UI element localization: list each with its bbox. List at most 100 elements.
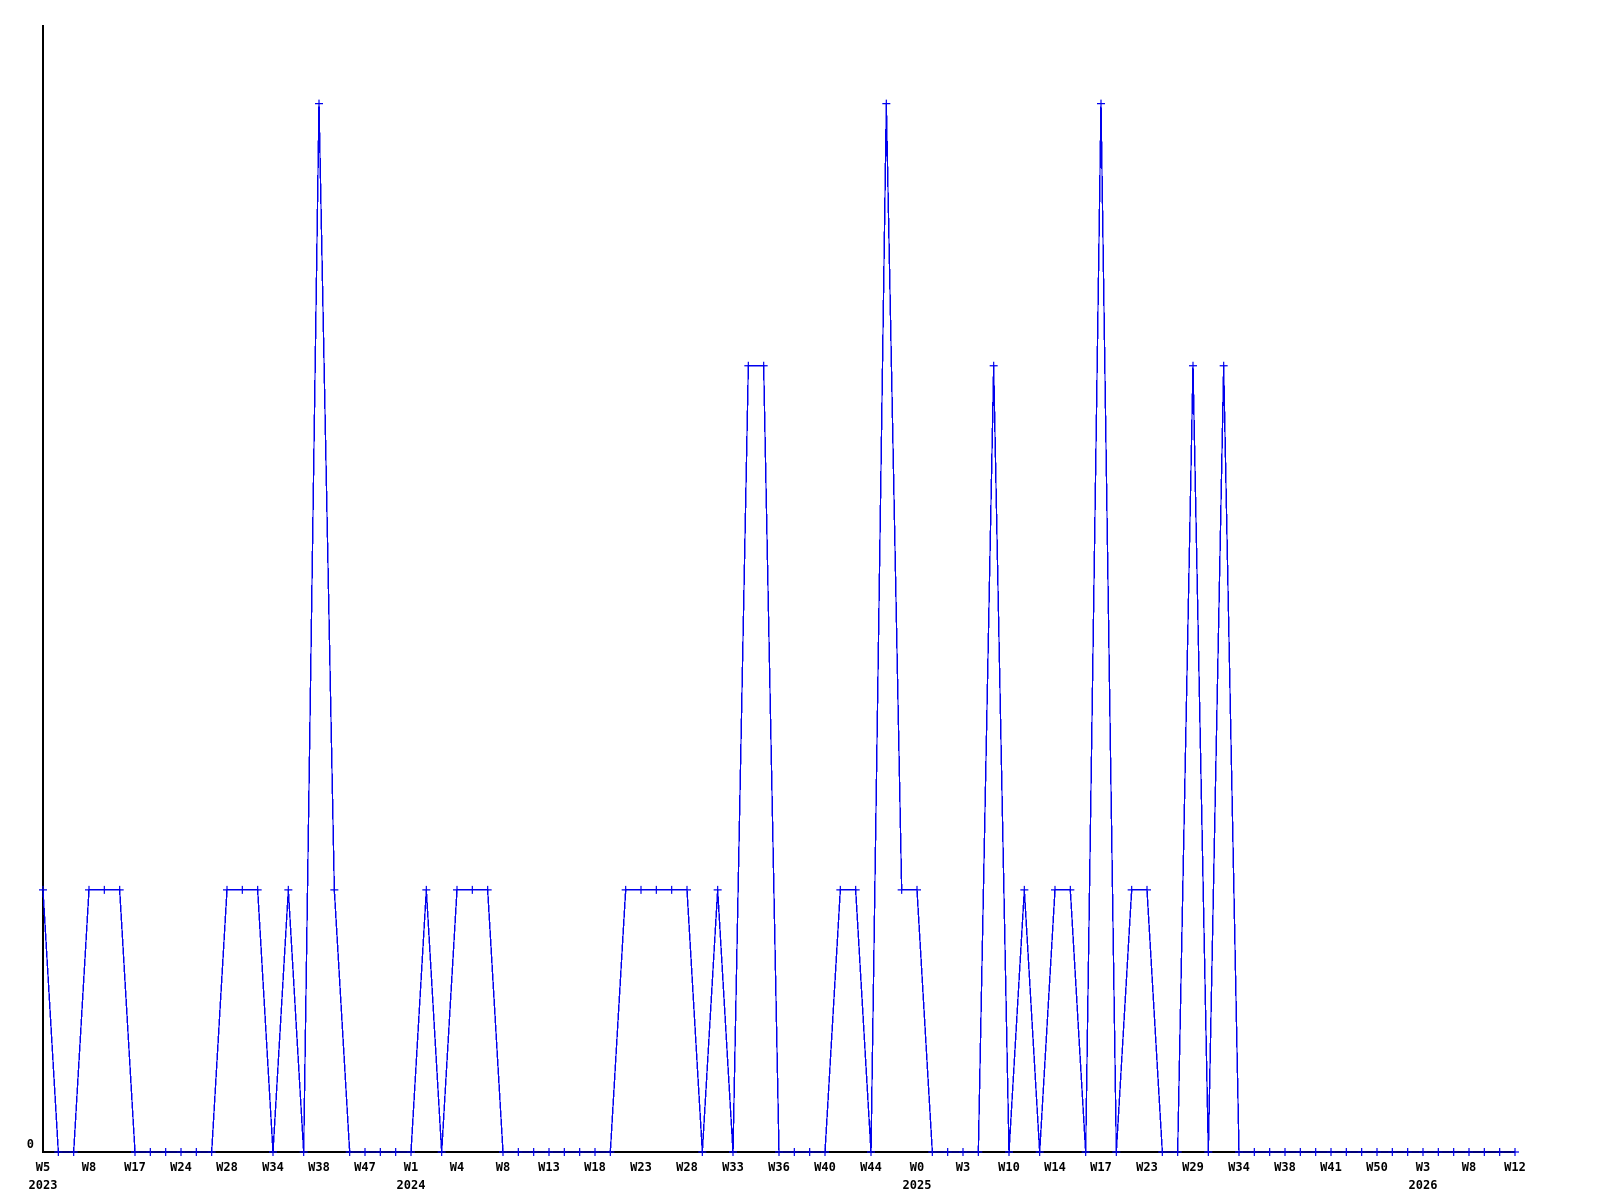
data-point-marker [1342,1148,1351,1156]
data-point-marker [1357,1148,1366,1156]
data-point-marker [989,361,998,370]
data-point-marker [1449,1148,1458,1156]
data-point-marker [361,1148,369,1156]
data-point-marker [974,1148,983,1156]
data-point-marker [652,885,661,894]
x-tick-label-week: W8 [495,1160,511,1174]
x-tick-label-week: W34 [262,1160,284,1174]
y-tick-label: 0 [26,1137,34,1151]
data-point-marker [1143,885,1151,894]
data-point-marker [1465,1148,1473,1156]
data-point-marker [223,885,231,894]
data-point-marker [1235,1148,1243,1156]
x-tick-label-week: W0 [909,1160,925,1174]
data-point-marker [146,1148,155,1156]
x-tick-label-week: W8 [1461,1160,1477,1174]
x-tick-label-week: W18 [584,1160,606,1174]
data-point-marker [637,885,645,894]
data-point-marker [299,1148,308,1156]
x-tick-label-week: W41 [1320,1160,1342,1174]
data-point-marker [606,1148,615,1156]
data-point-marker [207,1148,216,1156]
data-point-marker [867,1148,875,1156]
data-point-marker [1296,1148,1305,1156]
x-tick-label-week: W28 [676,1160,698,1174]
data-point-marker [882,99,891,108]
x-tick-label-week: W38 [308,1160,330,1174]
x-tick-label-week: W8 [81,1160,97,1174]
data-point-marker [1281,1148,1289,1156]
data-point-marker [1434,1148,1443,1156]
x-tick-label-week: W3 [955,1160,971,1174]
x-tick-label-week: W1 [403,1160,419,1174]
data-point-marker [1189,361,1197,370]
data-point-marker [330,885,339,894]
data-point-marker [1373,1148,1381,1156]
data-point-marker [1127,885,1136,894]
x-tick-label-week: W23 [1136,1160,1158,1174]
data-point-marker [1480,1148,1489,1156]
x-tick-label-week: W24 [170,1160,192,1174]
x-tick-label-year: 2024 [396,1178,426,1192]
data-point-marker [1005,1148,1013,1156]
data-point-marker [69,1148,78,1156]
x-tick-label-week: W47 [354,1160,376,1174]
data-point-marker [483,885,492,894]
data-point-marker [790,1148,799,1156]
data-point-marker [1081,1148,1090,1156]
data-point-marker [821,1148,829,1156]
x-tick-label-week: W17 [1090,1160,1112,1174]
x-tick-label-week: W14 [1044,1160,1066,1174]
x-tick-label-year: 2025 [902,1178,932,1192]
data-point-marker [1388,1148,1397,1156]
data-point-marker [284,885,293,894]
data-point-marker [39,885,47,894]
data-point-marker [391,1148,400,1156]
x-tick-label-week: W38 [1274,1160,1296,1174]
data-point-marker [1051,885,1059,894]
data-point-marker [1327,1148,1335,1156]
x-tick-label-week: W13 [538,1160,560,1174]
data-point-marker [437,1148,446,1156]
data-point-marker [897,885,906,894]
data-point-marker [1265,1148,1274,1156]
data-point-marker [1419,1148,1427,1156]
data-point-marker [161,1148,170,1156]
data-point-marker [192,1148,201,1156]
data-point-marker [836,885,845,894]
data-point-marker [851,885,860,894]
x-tick-label-week: W34 [1228,1160,1250,1174]
data-point-marker [621,885,630,894]
data-point-marker [698,1148,707,1156]
x-tick-label-week: W33 [722,1160,744,1174]
data-point-marker [131,1148,139,1156]
x-tick-label-week: W40 [814,1160,836,1174]
data-point-marker [1511,1148,1519,1156]
data-point-marker [1112,1148,1121,1156]
data-point-marker [713,885,722,894]
data-point-marker [775,1148,783,1156]
data-point-marker [238,885,247,894]
data-point-marker [913,885,921,894]
data-point-marker [683,885,691,894]
data-point-marker [545,1148,553,1156]
data-point-marker [376,1148,385,1156]
data-point-marker [1311,1148,1320,1156]
data-point-marker [85,885,93,894]
data-point-marker [115,885,124,894]
x-tick-label-week: W23 [630,1160,652,1174]
x-tick-label-year: 2026 [1408,1178,1438,1192]
data-point-marker [1173,1148,1182,1156]
data-point-marker [315,99,323,108]
data-point-marker [1250,1148,1259,1156]
data-point-marker [453,885,461,894]
x-tick-label-week: W44 [860,1160,882,1174]
data-point-marker [499,1148,507,1156]
data-point-marker [560,1148,569,1156]
series-line [42,103,1515,1153]
x-tick-label-week: W4 [449,1160,465,1174]
data-point-marker [345,1148,354,1156]
x-tick-label-week: W50 [1366,1160,1388,1174]
data-point-marker [177,1148,185,1156]
